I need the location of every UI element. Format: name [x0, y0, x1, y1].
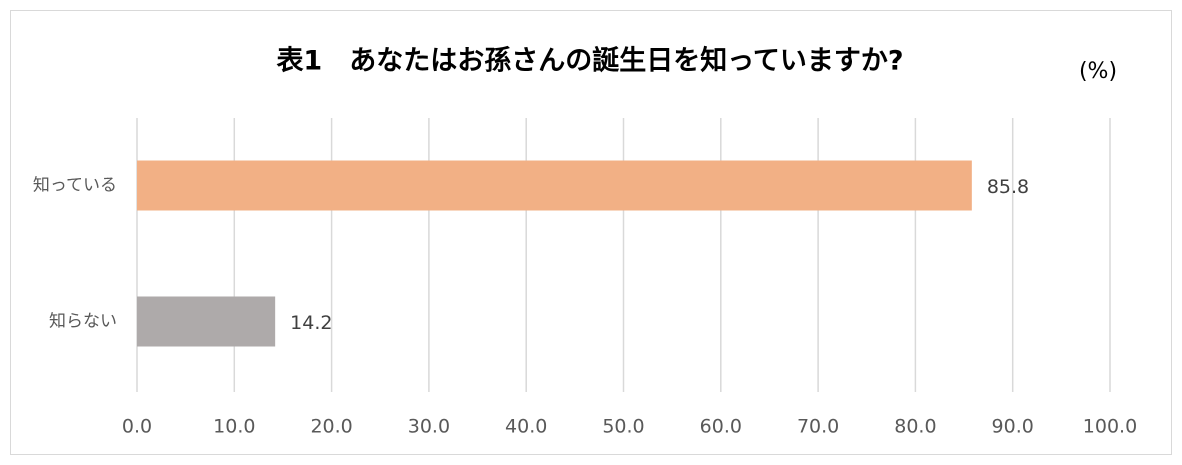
x-tick-label: 80.0 — [894, 416, 936, 438]
unit-label: (%) — [1079, 59, 1117, 84]
bar — [137, 296, 276, 347]
x-tick-label: 30.0 — [408, 416, 450, 438]
x-tick-label: 20.0 — [310, 416, 352, 438]
x-tick-label: 70.0 — [797, 416, 839, 438]
bar — [137, 160, 972, 211]
x-tick-label: 40.0 — [505, 416, 547, 438]
x-tick-label: 60.0 — [700, 416, 742, 438]
x-tick-label: 10.0 — [213, 416, 255, 438]
x-tick-label: 90.0 — [992, 416, 1034, 438]
y-tick-label: 知らない — [49, 312, 117, 332]
y-tick-label: 知っている — [33, 176, 117, 196]
x-tick-label: 0.0 — [122, 416, 152, 438]
x-tick-label: 100.0 — [1083, 416, 1137, 438]
value-label: 85.8 — [987, 176, 1029, 198]
x-tick-label: 50.0 — [602, 416, 644, 438]
chart-border — [10, 10, 1172, 455]
chart-title: 表1 あなたはお孫さんの誕生日を知っていますか? — [276, 45, 903, 77]
value-label: 14.2 — [290, 312, 332, 334]
